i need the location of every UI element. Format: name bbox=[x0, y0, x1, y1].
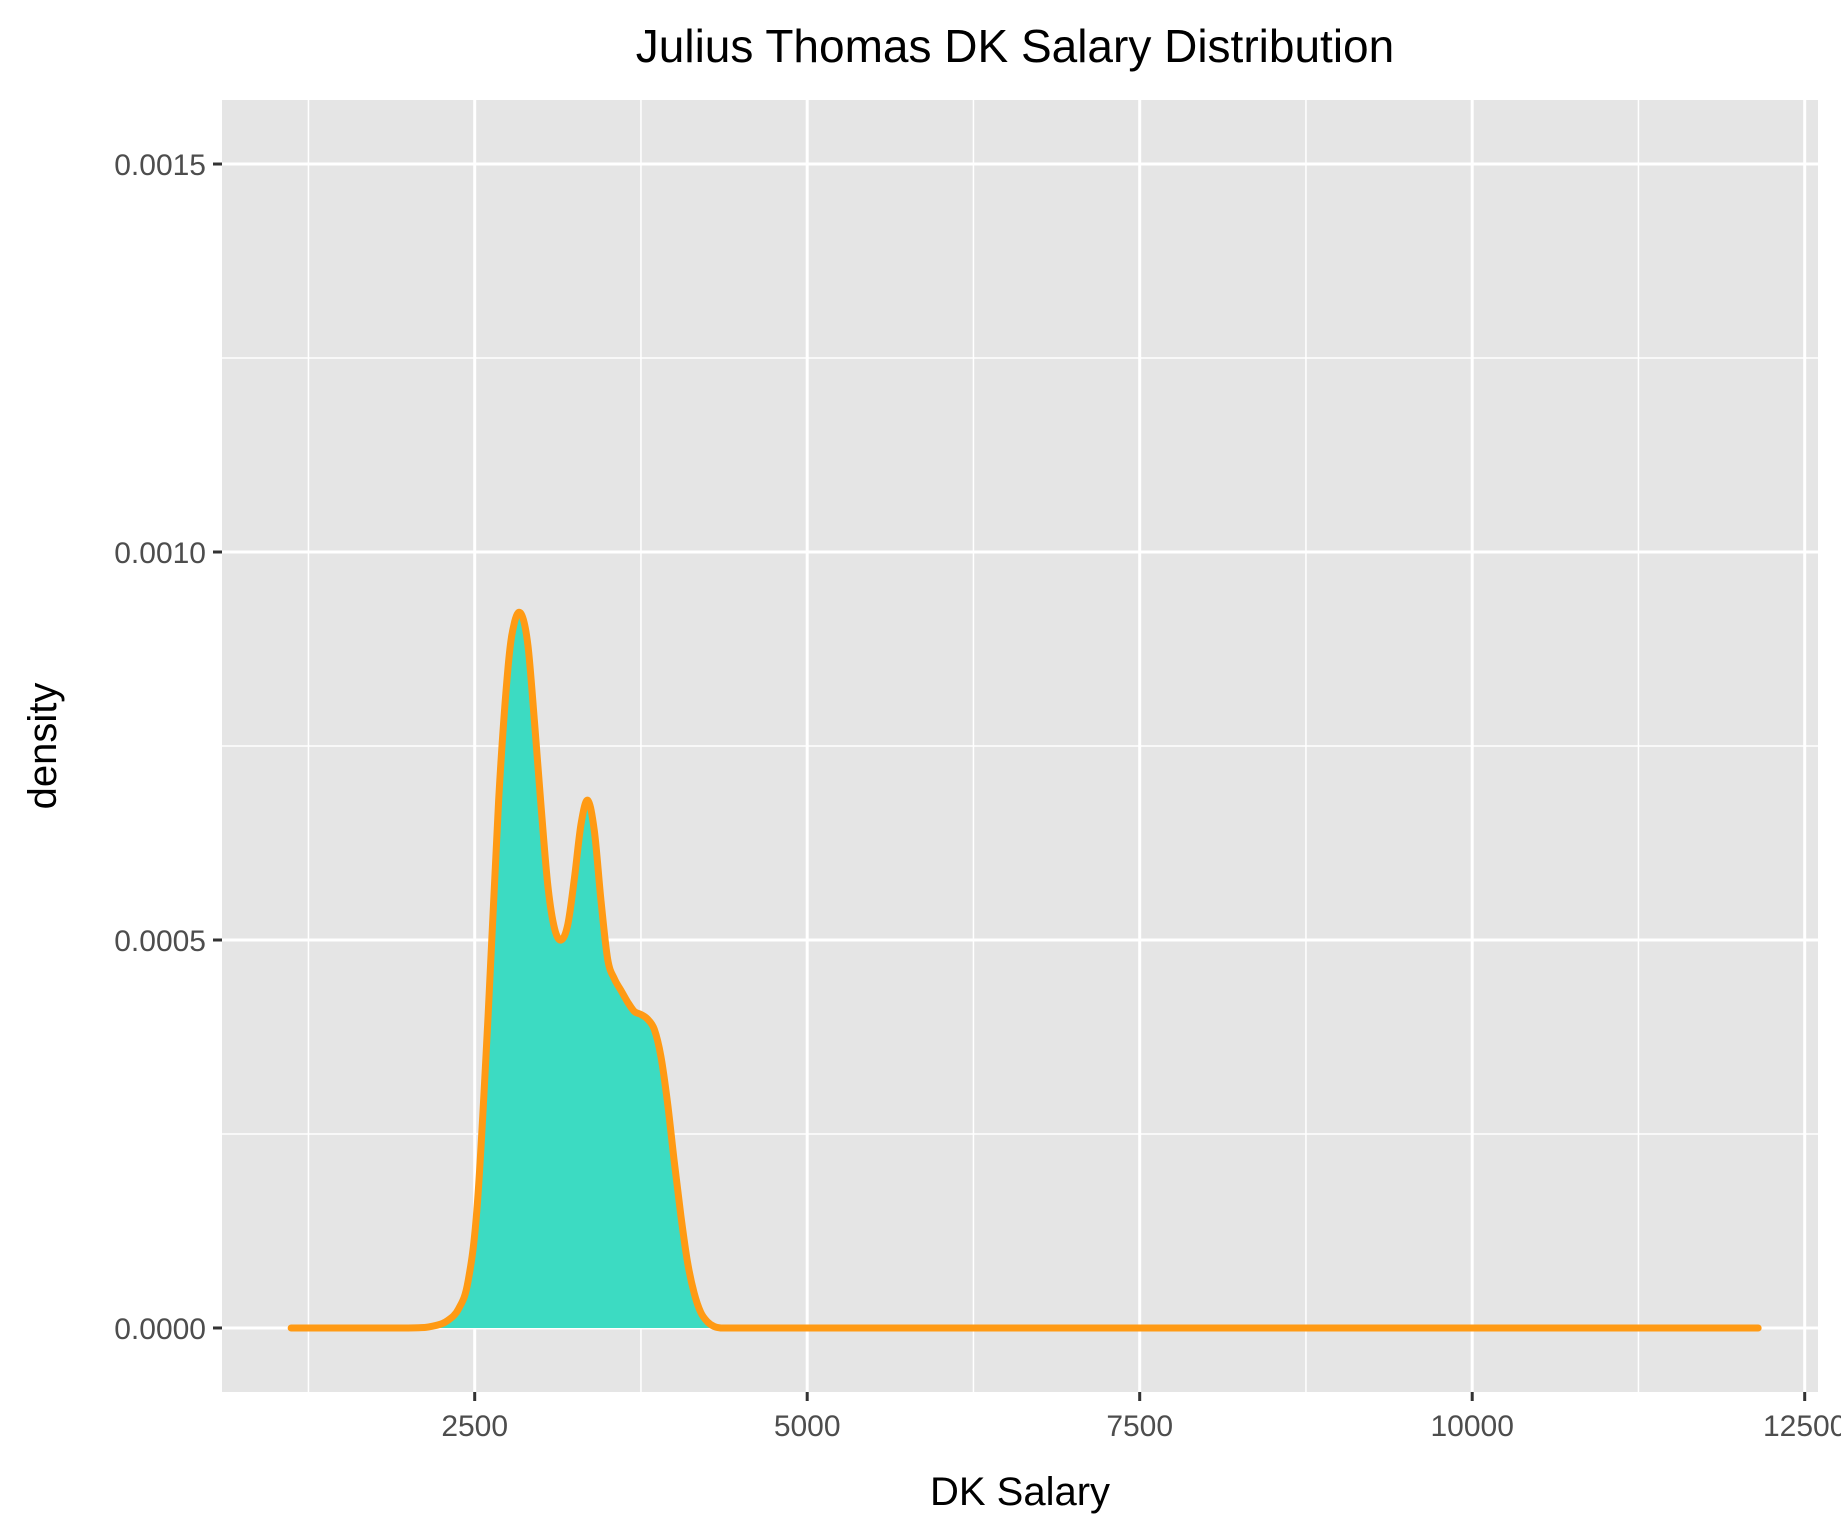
y-tick-label: 0.0010 bbox=[114, 537, 206, 570]
chart-title: Julius Thomas DK Salary Distribution bbox=[636, 20, 1394, 72]
minor-gridlines bbox=[222, 100, 1818, 1392]
density-area-group bbox=[287, 608, 1762, 1332]
y-tick-label: 0.0005 bbox=[114, 925, 206, 958]
x-tick-label: 5000 bbox=[774, 1410, 841, 1443]
y-tick-label: 0.0000 bbox=[114, 1313, 206, 1346]
density-area bbox=[291, 612, 1759, 1328]
x-axis-title: DK Salary bbox=[930, 1470, 1110, 1514]
x-tick-label: 2500 bbox=[441, 1410, 508, 1443]
density-line bbox=[287, 608, 1762, 1332]
x-tick-label: 12500 bbox=[1763, 1410, 1841, 1443]
y-tick-label: 0.0015 bbox=[114, 149, 206, 182]
x-tick-label: 10000 bbox=[1430, 1410, 1513, 1443]
y-axis-title: density bbox=[21, 683, 65, 810]
x-tick-label: 7500 bbox=[1106, 1410, 1173, 1443]
axes: 0.0000 0.0005 0.0010 0.0015 2500 5000 7500 1000… bbox=[114, 149, 1841, 1443]
